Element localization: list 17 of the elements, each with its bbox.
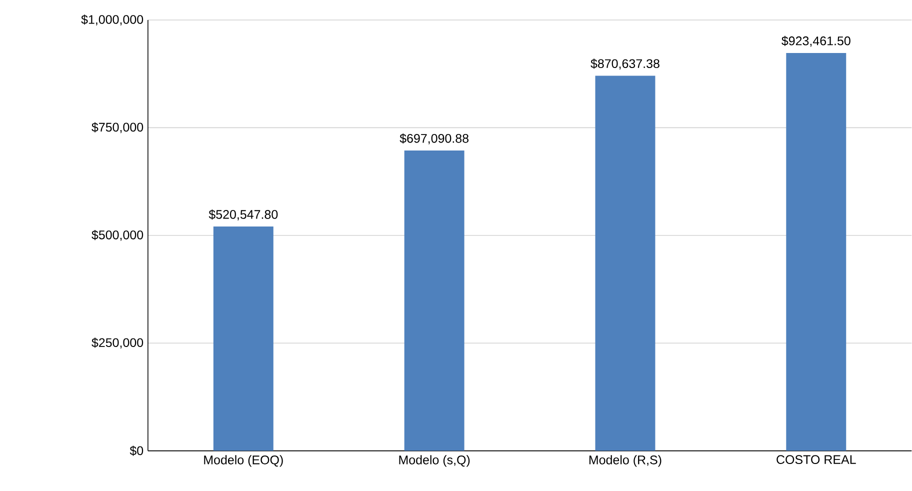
y-tick-label: $250,000 xyxy=(92,338,144,349)
y-tick-label: $1,000,000 xyxy=(81,14,144,26)
bar xyxy=(595,76,656,451)
y-tick-label: $500,000 xyxy=(92,230,144,241)
data-label: $520,547.80 xyxy=(208,210,278,220)
y-tick-label: $750,000 xyxy=(92,122,144,134)
data-label: $697,090.88 xyxy=(400,134,468,144)
x-tick-label: Modelo (R,S) xyxy=(589,455,662,467)
x-tick-label: Modelo (EOQ) xyxy=(204,455,283,467)
bar xyxy=(404,150,464,451)
data-label: $923,461.50 xyxy=(782,36,850,47)
data-label: $870,637.38 xyxy=(590,58,660,70)
bar xyxy=(213,226,274,451)
bar xyxy=(786,53,846,451)
x-tick-label: Modelo (s,Q) xyxy=(399,455,470,467)
x-tick-label: COSTO REAL xyxy=(776,455,856,464)
y-tick-label: $0 xyxy=(130,446,144,456)
